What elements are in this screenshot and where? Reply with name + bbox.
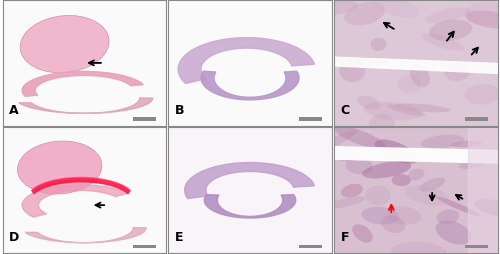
Ellipse shape (398, 75, 421, 93)
Ellipse shape (339, 60, 365, 83)
Text: C: C (340, 103, 350, 116)
Ellipse shape (444, 65, 470, 82)
Ellipse shape (436, 221, 472, 245)
Ellipse shape (464, 85, 500, 105)
Ellipse shape (334, 126, 386, 150)
Ellipse shape (474, 199, 500, 217)
Ellipse shape (429, 20, 472, 42)
Ellipse shape (341, 184, 363, 198)
Bar (465, 118, 487, 121)
Ellipse shape (391, 242, 448, 254)
Ellipse shape (346, 157, 372, 174)
Ellipse shape (387, 105, 426, 117)
Ellipse shape (408, 169, 424, 181)
Ellipse shape (344, 3, 385, 26)
Polygon shape (184, 163, 314, 199)
Bar (465, 245, 487, 248)
Ellipse shape (366, 186, 390, 205)
Ellipse shape (362, 162, 412, 179)
Bar (299, 245, 322, 248)
Ellipse shape (362, 207, 399, 225)
Text: E: E (175, 230, 184, 243)
Polygon shape (19, 99, 153, 114)
Ellipse shape (18, 141, 102, 194)
Ellipse shape (20, 17, 109, 73)
Ellipse shape (322, 197, 366, 210)
Polygon shape (178, 38, 314, 84)
Polygon shape (25, 228, 146, 243)
Ellipse shape (436, 197, 482, 217)
Ellipse shape (313, 130, 358, 154)
Ellipse shape (352, 224, 373, 243)
Ellipse shape (314, 1, 358, 16)
Text: A: A (9, 103, 18, 116)
Ellipse shape (344, 58, 390, 66)
Ellipse shape (465, 3, 500, 26)
Ellipse shape (459, 158, 488, 169)
Ellipse shape (436, 210, 459, 225)
Ellipse shape (364, 102, 422, 121)
Text: F: F (340, 230, 349, 243)
Ellipse shape (466, 11, 500, 30)
Bar (299, 118, 322, 121)
Ellipse shape (381, 215, 406, 233)
Ellipse shape (370, 39, 387, 52)
Ellipse shape (395, 104, 450, 113)
Bar (133, 245, 156, 248)
Polygon shape (22, 72, 143, 97)
Ellipse shape (336, 153, 359, 162)
Text: B: B (175, 103, 184, 116)
Ellipse shape (357, 96, 380, 110)
Ellipse shape (405, 185, 450, 206)
Ellipse shape (422, 35, 465, 52)
Ellipse shape (392, 174, 411, 186)
Ellipse shape (420, 178, 446, 192)
Ellipse shape (410, 64, 430, 88)
Ellipse shape (387, 206, 421, 225)
Polygon shape (204, 195, 296, 218)
Ellipse shape (450, 141, 482, 148)
Ellipse shape (371, 0, 420, 19)
Ellipse shape (421, 135, 465, 149)
Polygon shape (201, 72, 299, 101)
Ellipse shape (369, 115, 395, 134)
Text: D: D (9, 230, 20, 243)
Ellipse shape (375, 140, 418, 164)
Polygon shape (22, 185, 128, 217)
Ellipse shape (425, 8, 470, 24)
Bar (133, 118, 156, 121)
